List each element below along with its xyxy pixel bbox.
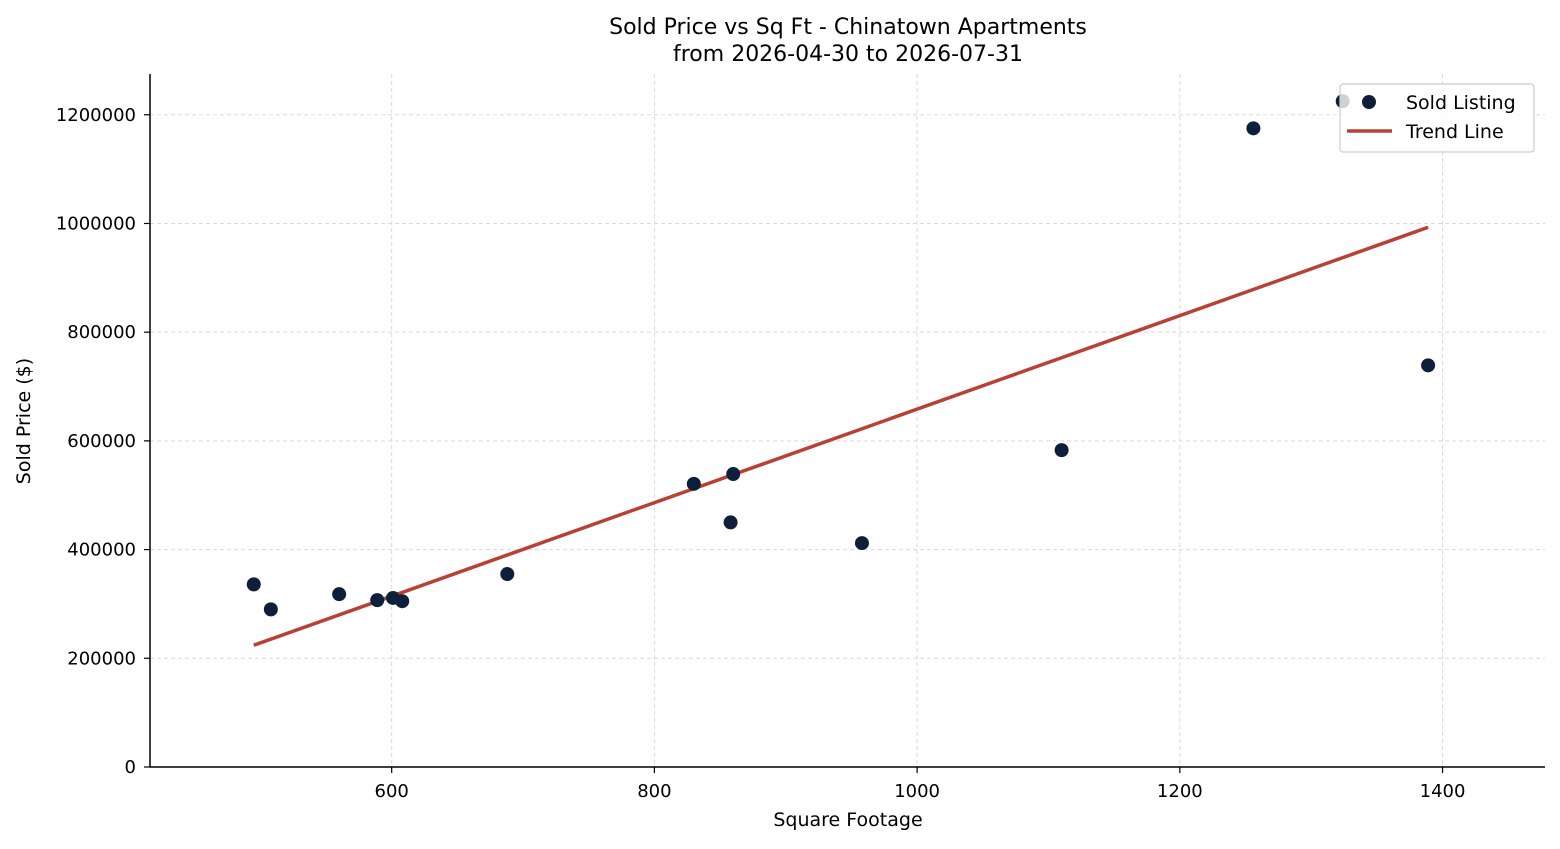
scatter-point [500, 567, 515, 582]
scatter-point [370, 593, 385, 608]
x-axis-ticks: 600 800 1000 1200 1400 [375, 767, 1466, 802]
grid-lines [150, 74, 1545, 768]
y-tick-label: 200000 [67, 648, 136, 669]
scatter-point [723, 515, 738, 530]
chart-subtitle: from 2026-04-30 to 2026-07-31 [673, 42, 1023, 67]
scatter-point [726, 467, 741, 482]
y-tick-label: 0 [125, 757, 136, 778]
y-tick-label: 800000 [67, 322, 136, 343]
x-tick-label: 1400 [1420, 781, 1466, 802]
x-tick-label: 800 [637, 781, 671, 802]
x-tick-label: 1200 [1157, 781, 1203, 802]
legend-scatter-marker [1362, 95, 1376, 109]
scatter-point [395, 594, 410, 609]
y-axis-ticks: 0 200000 400000 600000 800000 1000000 1200000 [56, 105, 150, 778]
scatter-point [332, 587, 347, 602]
y-tick-label: 1200000 [56, 105, 136, 126]
x-tick-label: 1000 [894, 781, 940, 802]
data-points [246, 94, 1436, 617]
legend-box [1339, 83, 1535, 153]
trend-line-layer [253, 225, 1429, 647]
legend: Sold Listing Trend Line [1339, 83, 1535, 153]
x-tick-label: 600 [375, 781, 409, 802]
scatter-point [263, 602, 278, 617]
y-axis-label: Sold Price ($) [13, 358, 35, 484]
chart-title: Sold Price vs Sq Ft - Chinatown Apartmen… [609, 15, 1087, 40]
scatter-point [1421, 358, 1436, 373]
y-tick-label: 600000 [67, 431, 136, 452]
scatter-point [1246, 121, 1261, 136]
scatter-point [854, 536, 869, 551]
scatter-point [686, 476, 701, 491]
x-axis-label: Square Footage [773, 809, 922, 831]
axes [149, 74, 1545, 768]
legend-label-sold-listing: Sold Listing [1406, 92, 1516, 114]
y-tick-label: 400000 [67, 540, 136, 561]
legend-label-trend-line: Trend Line [1405, 121, 1504, 143]
y-tick-label: 1000000 [56, 213, 136, 234]
scatter-point [246, 577, 261, 592]
trend-line [253, 225, 1429, 647]
scatter-point [1054, 443, 1069, 458]
